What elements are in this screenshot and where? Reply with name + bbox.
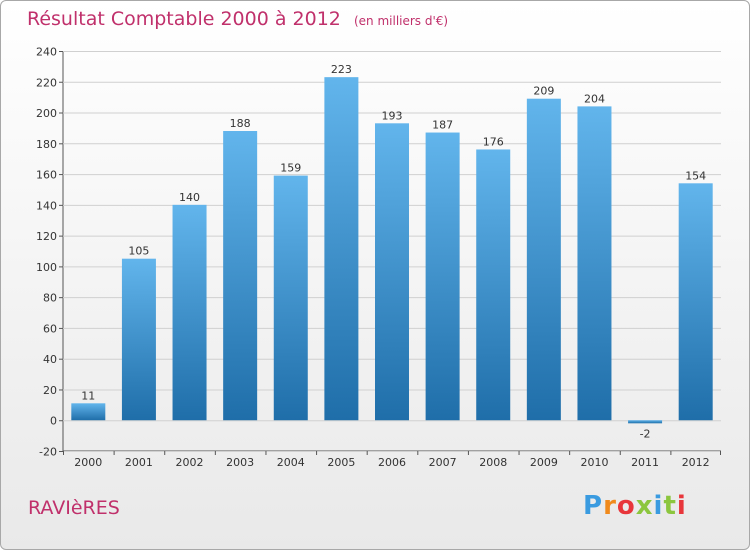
x-tick-label: 2007 bbox=[429, 456, 457, 469]
y-tick-label: 80 bbox=[43, 292, 57, 305]
chart-title-block: Résultat Comptable 2000 à 2012 (en milli… bbox=[27, 8, 448, 30]
bar-2001 bbox=[121, 258, 156, 421]
data-label: 176 bbox=[483, 135, 504, 148]
bar-2005 bbox=[324, 77, 359, 421]
data-label: 209 bbox=[533, 85, 554, 98]
bar-2000 bbox=[71, 403, 106, 421]
y-tick-label: 120 bbox=[36, 230, 57, 243]
y-tick-label: 140 bbox=[36, 199, 57, 212]
y-tick-label: 60 bbox=[43, 322, 57, 335]
y-tick-label: 0 bbox=[50, 415, 57, 428]
chart-unit: (en milliers d'€) bbox=[353, 14, 449, 28]
data-label: 159 bbox=[280, 162, 301, 175]
x-tick-label: 2001 bbox=[125, 456, 153, 469]
logo-letter: o bbox=[616, 491, 636, 521]
data-label: 140 bbox=[179, 191, 200, 204]
y-tick-label: 100 bbox=[36, 261, 57, 274]
data-label: 105 bbox=[128, 245, 149, 258]
logo-letter: x bbox=[635, 491, 654, 521]
logo-letter: P bbox=[583, 491, 604, 521]
logo-letter: i bbox=[653, 491, 664, 521]
x-tick-label: 2009 bbox=[530, 456, 558, 469]
bar-2012 bbox=[678, 183, 713, 421]
bar-2002 bbox=[172, 204, 207, 421]
data-label: 188 bbox=[230, 117, 251, 130]
data-label: -2 bbox=[640, 427, 651, 440]
y-tick-label: 180 bbox=[36, 138, 57, 151]
data-label: 11 bbox=[81, 389, 95, 402]
bar-2010 bbox=[577, 106, 612, 421]
bar-2003 bbox=[223, 131, 258, 421]
data-label: 204 bbox=[584, 92, 605, 105]
place-name: RAVIèRES bbox=[28, 497, 120, 519]
x-tick-label: 2011 bbox=[631, 456, 659, 469]
x-tick-label: 2012 bbox=[682, 456, 710, 469]
bar-2006 bbox=[375, 123, 409, 421]
proxiti-logo: Proxiti bbox=[583, 491, 687, 521]
x-tick-label: 2006 bbox=[378, 456, 406, 469]
logo-letter: r bbox=[603, 491, 617, 521]
y-tick-label: -20 bbox=[39, 446, 57, 459]
y-tick-label: 200 bbox=[36, 107, 57, 120]
y-tick-label: 220 bbox=[36, 76, 57, 89]
y-tick-label: 40 bbox=[43, 353, 57, 366]
y-tick-label: 240 bbox=[36, 46, 57, 59]
data-label: 193 bbox=[382, 109, 403, 122]
bar-2007 bbox=[425, 132, 460, 421]
bar-2011 bbox=[628, 420, 663, 424]
bar-2009 bbox=[526, 98, 561, 421]
x-tick-label: 2004 bbox=[277, 456, 305, 469]
y-tick-label: 160 bbox=[36, 169, 57, 182]
bar-2004 bbox=[273, 175, 308, 421]
data-label: 187 bbox=[432, 119, 453, 132]
x-tick-label: 2000 bbox=[74, 456, 102, 469]
x-tick-label: 2010 bbox=[580, 456, 608, 469]
x-tick-label: 2003 bbox=[226, 456, 254, 469]
x-tick-label: 2002 bbox=[176, 456, 204, 469]
data-label: 223 bbox=[331, 63, 352, 76]
logo-letter: i bbox=[676, 491, 687, 521]
logo-letter: t bbox=[663, 491, 677, 521]
x-tick-label: 2008 bbox=[479, 456, 507, 469]
y-tick-label: 20 bbox=[43, 384, 57, 397]
bar-2008 bbox=[476, 149, 511, 421]
data-label: 154 bbox=[685, 169, 706, 182]
chart-title: Résultat Comptable 2000 à 2012 bbox=[27, 8, 341, 30]
x-tick-label: 2005 bbox=[327, 456, 355, 469]
